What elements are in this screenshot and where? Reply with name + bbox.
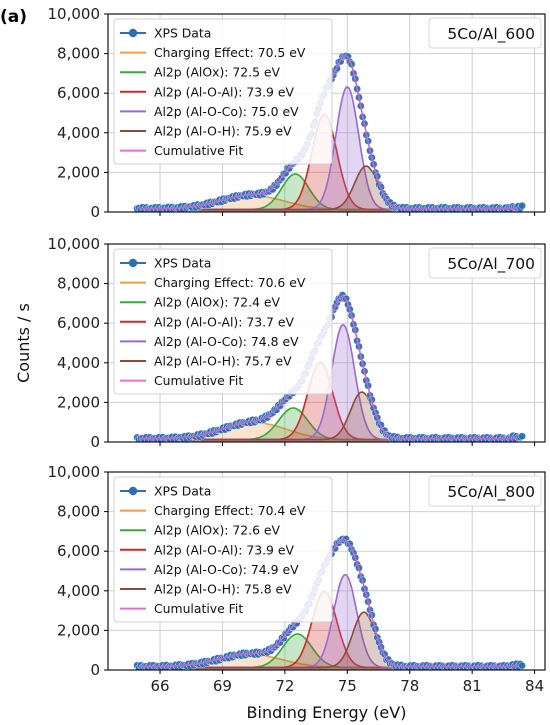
panel-title-box [428,17,542,49]
panel-3: 66 69 72 75 78 81 84 0 2,000 4,000 6,000 8,000 10,00… [48,463,546,695]
legend-label: Al2p (AlOx): 72.4 eV [154,295,281,310]
plot-area [133,291,526,442]
component-fill [139,591,518,670]
data-point [518,432,526,441]
panel-title-box [428,475,542,507]
x-tick-label: 81 [463,677,482,695]
legend-label: Cumulative Fit [154,601,243,616]
legend-label: Al2p (Al-O-H): 75.7 eV [154,354,292,369]
legend-box [113,18,333,165]
legend-label: Charging Effect: 70.6 eV [154,275,306,290]
y-tick-label: 0 [90,661,100,679]
legend-box [113,248,333,395]
y-axis-label: Counts / s [14,303,33,383]
plot-frame [107,13,546,213]
legend-label: Cumulative Fit [154,373,243,388]
panel-title: 5Co/Al_600 [447,25,535,44]
legend-label: Charging Effect: 70.5 eV [154,45,306,60]
plot-frame [107,471,546,671]
x-tick-label: 69 [213,677,232,695]
y-tick-label: 10,000 [48,5,101,23]
legend-label: XPS Data [154,256,211,271]
legend-label: Al2p (Al-O-H): 75.8 eV [154,582,292,597]
y-tick-label: 8,000 [57,45,100,63]
y-tick-label: 10,000 [48,235,101,253]
legend-label: Al2p (Al-O-Co): 74.9 eV [154,562,299,577]
y-tick-label: 8,000 [57,503,100,521]
legend-label: XPS Data [154,26,211,41]
component-fill [139,574,518,670]
legend-swatch-marker [128,258,138,268]
legend-label: Al2p (AlOx): 72.6 eV [154,523,281,538]
component-fill [139,324,518,442]
x-tick-label: 84 [525,677,544,695]
panel-title-box [428,247,542,279]
legend-swatch-marker [128,486,138,496]
y-tick-label: 4,000 [57,582,100,600]
legend-label: Al2p (Al-O-Al): 73.9 eV [154,542,294,557]
x-tick-label: 72 [275,677,294,695]
x-tick-label: 66 [150,677,169,695]
legend-label: Cumulative Fit [154,143,243,158]
component-fill [139,86,518,212]
panel-1: 0 2,000 4,000 6,000 8,000 10,000 5Co/Al_600 XPS… [48,5,546,221]
panel-2: 0 2,000 4,000 6,000 8,000 10,000 5Co/Al_700 XPS… [48,235,546,451]
plot-area [133,535,526,670]
legend-label: Al2p (Al-O-H): 75.9 eV [154,124,292,139]
x-tick-label: 75 [338,677,357,695]
y-tick-label: 8,000 [57,275,100,293]
y-tick-label: 6,000 [57,542,100,560]
legend-label: Al2p (AlOx): 72.5 eV [154,65,281,80]
legend-label: Al2p (Al-O-Al): 73.9 eV [154,84,294,99]
legend-box [113,476,333,623]
component-fill [139,362,518,442]
y-tick-label: 4,000 [57,354,100,372]
legend-swatch-marker [128,28,138,38]
plot-frame [107,243,546,443]
y-tick-label: 10,000 [48,463,101,481]
legend-label: XPS Data [154,484,211,499]
x-tick-label: 78 [400,677,419,695]
y-tick-label: 0 [90,203,100,221]
panel-title: 5Co/Al_800 [447,483,535,502]
y-tick-label: 0 [90,433,100,451]
data-point [518,661,526,670]
y-tick-label: 2,000 [57,621,100,639]
y-tick-label: 2,000 [57,393,100,411]
legend-label: Al2p (Al-O-Co): 75.0 eV [154,104,299,119]
data-point [518,201,526,210]
legend-label: Charging Effect: 70.4 eV [154,503,306,518]
panels-group: 0 2,000 4,000 6,000 8,000 10,000 5Co/Al_600 XPS… [48,5,546,695]
panel-title: 5Co/Al_700 [447,255,535,274]
x-axis-label: Binding Energy (eV) [247,703,407,722]
y-tick-label: 6,000 [57,84,100,102]
legend-label: Al2p (Al-O-Co): 74.8 eV [154,334,299,349]
legend-label: Al2p (Al-O-Al): 73.7 eV [154,314,294,329]
y-tick-label: 6,000 [57,314,100,332]
figure-label: (a) [0,7,27,27]
y-tick-label: 4,000 [57,124,100,142]
y-tick-label: 2,000 [57,163,100,181]
